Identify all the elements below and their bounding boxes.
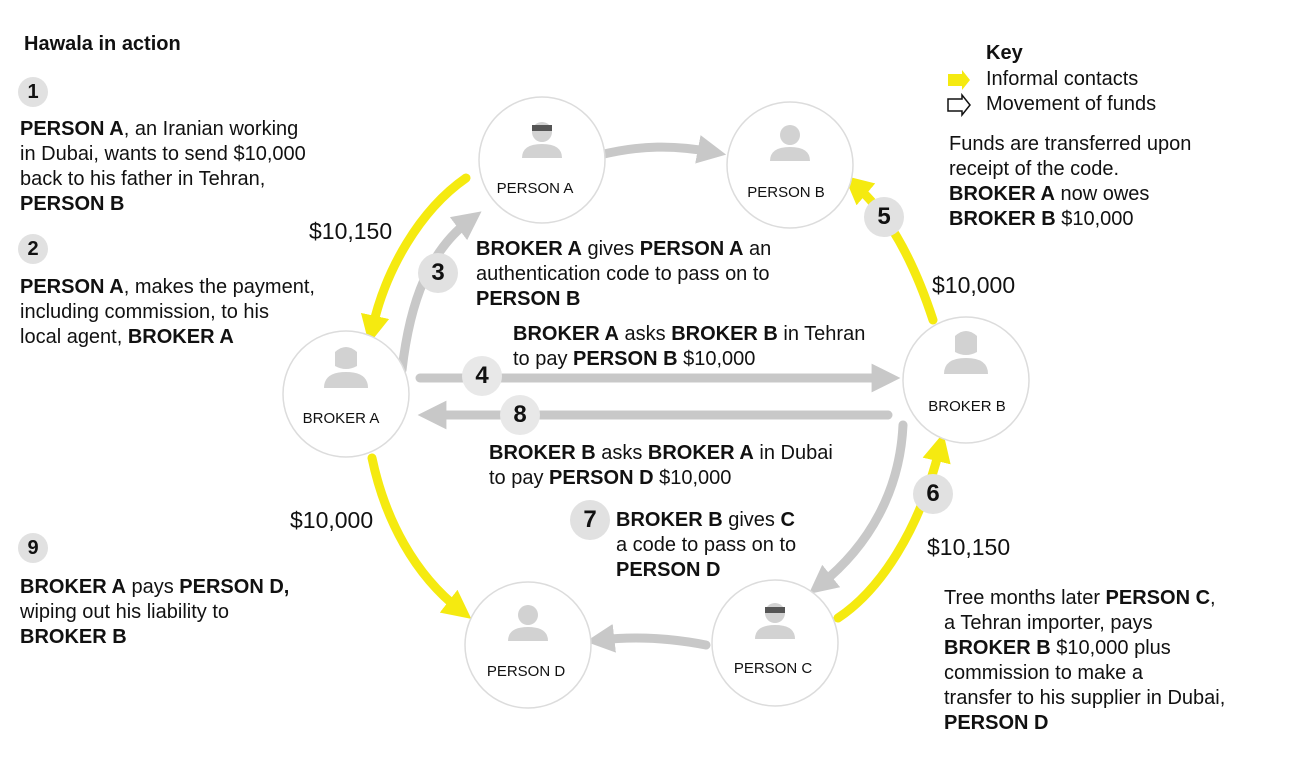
node-person-d bbox=[464, 581, 592, 709]
step-text-9: BROKER A pays PERSON D, wiping out his li… bbox=[20, 576, 290, 648]
node-person-c bbox=[711, 579, 839, 707]
step-text-6: Tree months later PERSON C, a Tehran impo… bbox=[944, 587, 1226, 734]
key-outline-arrow-icon bbox=[947, 92, 971, 118]
step-badge-7: 7 bbox=[570, 500, 610, 540]
label-person-c: PERSON C bbox=[733, 660, 813, 677]
arrow-broker-a-to-person-d bbox=[367, 453, 472, 619]
step-text-2: PERSON A, makes the payment, including co… bbox=[20, 276, 315, 348]
amount-person-c-to-broker-b: $10,150 bbox=[927, 534, 1011, 560]
key-title: Key bbox=[986, 42, 1023, 64]
step-text-8: BROKER B asks BROKER A in Dubai to pay PE… bbox=[489, 442, 833, 489]
arrow-person-a-to-person-b bbox=[595, 135, 727, 164]
node-broker-a bbox=[282, 330, 410, 458]
diagram-title: Hawala in action bbox=[24, 33, 181, 55]
step-text-3: BROKER A gives PERSON A an authentication… bbox=[476, 238, 772, 310]
node-person-a bbox=[478, 96, 606, 224]
label-person-b: PERSON B bbox=[747, 184, 825, 201]
node-broker-b bbox=[902, 316, 1030, 444]
key-item-funds: Movement of funds bbox=[986, 93, 1157, 115]
step-badge-1: 1 bbox=[18, 77, 48, 107]
label-broker-a: BROKER A bbox=[302, 410, 380, 427]
person-a-icon bbox=[522, 122, 562, 158]
step-badge-6: 6 bbox=[913, 474, 953, 514]
person-d-icon bbox=[508, 605, 548, 641]
step-badge-3: 3 bbox=[418, 253, 458, 293]
arrow-person-c-to-broker-b bbox=[833, 433, 951, 623]
amount-a-to-broker: $10,150 bbox=[309, 218, 393, 244]
amount-broker-a-to-person-d: $10,000 bbox=[290, 507, 374, 533]
label-broker-b: BROKER B bbox=[928, 398, 1006, 415]
arrow-broker-b-to-person-c bbox=[808, 420, 908, 594]
broker-a-icon bbox=[324, 347, 368, 388]
label-person-a: PERSON A bbox=[496, 180, 574, 197]
person-b-icon bbox=[770, 125, 810, 161]
broker-b-icon bbox=[944, 331, 988, 374]
step-badge-2: 2 bbox=[18, 234, 48, 264]
amount-broker-b-to-person-b: $10,000 bbox=[932, 272, 1016, 298]
step-badge-5: 5 bbox=[864, 197, 904, 237]
step-badge-4: 4 bbox=[462, 356, 502, 396]
step-badge-8: 8 bbox=[500, 395, 540, 435]
label-person-d: PERSON D bbox=[486, 663, 566, 680]
arrow-broker-b-to-person-b bbox=[844, 175, 938, 325]
step-text-4: BROKER A asks BROKER B in Tehran to pay P… bbox=[513, 323, 866, 370]
arrow-person-c-to-person-d bbox=[585, 624, 711, 653]
step-text-5: Funds are transferred upon receipt of the… bbox=[949, 133, 1192, 230]
person-c-icon bbox=[755, 603, 795, 639]
step-text-1: PERSON A, an Iranian working in Dubai, wa… bbox=[20, 118, 306, 215]
key-yellow-arrow-icon bbox=[948, 70, 970, 90]
node-person-b bbox=[726, 101, 854, 229]
arrow-person-a-to-broker-a bbox=[360, 173, 471, 345]
step-badge-9: 9 bbox=[18, 533, 48, 563]
key-item-informal: Informal contacts bbox=[986, 68, 1139, 90]
